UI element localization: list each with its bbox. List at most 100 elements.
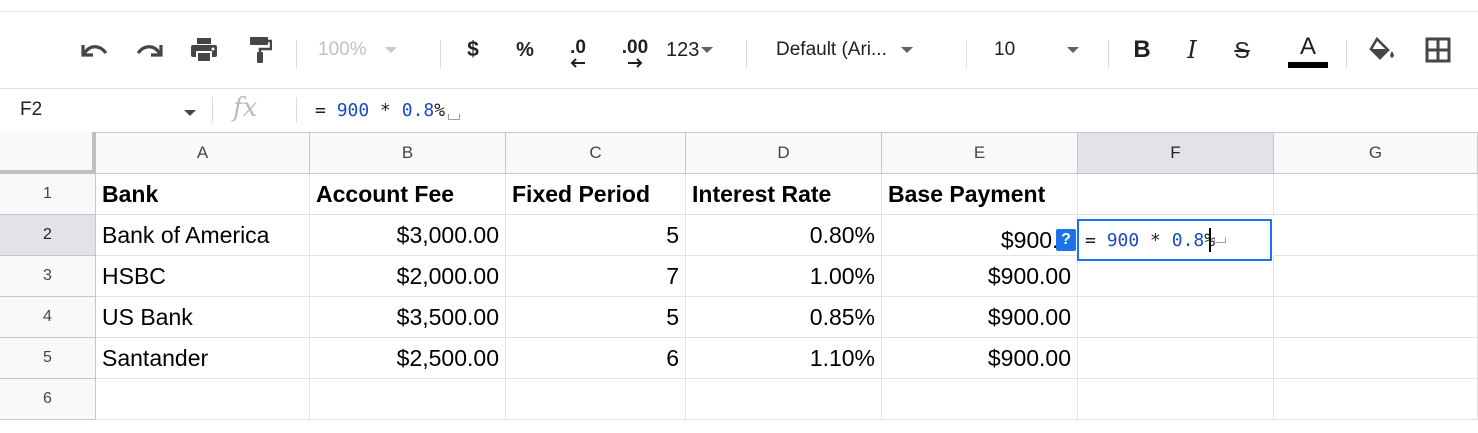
cell-c2[interactable]: 5 [506,215,686,256]
column-header-d[interactable]: D [686,132,882,174]
undo-icon [81,45,108,57]
strikethrough-button[interactable]: S [1226,28,1258,72]
chevron-down-icon [701,47,714,53]
cell-a3[interactable]: HSBC [96,256,310,297]
italic-button[interactable]: I [1176,28,1208,72]
cell-f2-editor[interactable]: = 900 * 0.8% [1077,219,1272,261]
cell-b6[interactable] [310,379,506,420]
cell-c6[interactable] [506,379,686,420]
cell-f3[interactable] [1078,256,1274,297]
cell-c5[interactable]: 6 [506,338,686,379]
cell-d5[interactable]: 1.10% [686,338,882,379]
cell-e4[interactable]: $900.00 [882,297,1078,338]
font-family-select[interactable]: Default (Ari... [776,28,956,72]
formula-input[interactable]: = 900 * 0.8% [315,100,461,121]
row-header-6[interactable]: 6 [0,379,96,420]
text-color-icon: A [1299,33,1316,60]
borders-button[interactable] [1420,28,1456,72]
percent-icon: % [516,38,534,61]
cell-g6[interactable] [1274,379,1478,420]
cell-d2[interactable]: 0.80% [686,215,882,256]
cell-f1[interactable] [1078,174,1274,215]
space-marker-icon [448,114,461,120]
column-header-b[interactable]: B [310,132,506,174]
cell-g1[interactable] [1274,174,1478,215]
cell-a2[interactable]: Bank of America [96,215,310,256]
toolbar-separator [966,40,967,68]
cell-c3[interactable]: 7 [506,256,686,297]
cell-d3[interactable]: 1.00% [686,256,882,297]
cell-g3[interactable] [1274,256,1478,297]
row-header-3[interactable]: 3 [0,256,96,297]
print-button[interactable] [184,28,224,72]
cell-a1[interactable]: Bank [96,174,310,215]
cell-d6[interactable] [686,379,882,420]
cell-e6[interactable] [882,379,1078,420]
formula-token: 900 [336,100,370,121]
cell-g4[interactable] [1274,297,1478,338]
chevron-down-icon[interactable] [184,110,196,116]
row-header-1[interactable]: 1 [0,174,96,215]
percent-format-button[interactable]: % [510,28,540,72]
formula-bar-separator [212,97,213,123]
undo-button[interactable] [74,28,114,72]
cell-e1[interactable]: Base Payment [882,174,1078,215]
paint-format-button[interactable] [240,28,280,72]
decrease-decimal-button[interactable]: .0 [556,28,600,72]
currency-format-button[interactable]: $ [458,28,488,72]
editor-token: 0.8 [1171,229,1205,251]
column-header-a[interactable]: A [96,132,310,174]
borders-icon [1425,37,1451,63]
zoom-select[interactable]: 100% [318,28,428,72]
text-color-button[interactable]: A [1286,28,1330,72]
cell-e3[interactable]: $900.00 [882,256,1078,297]
italic-icon: I [1187,36,1197,64]
cell-a5[interactable]: Santander [96,338,310,379]
cell-f6[interactable] [1078,379,1274,420]
cell-c4[interactable]: 5 [506,297,686,338]
cell-d1[interactable]: Interest Rate [686,174,882,215]
cell-b1[interactable]: Account Fee [310,174,506,215]
top-divider [0,11,1478,12]
redo-button[interactable] [130,28,170,72]
text-cursor [1209,228,1212,252]
decrease-decimal-label: .0 [570,37,586,58]
column-header-f[interactable]: F [1078,132,1274,174]
font-size-select[interactable]: 10 [994,28,1096,72]
row-header-4[interactable]: 4 [0,297,96,338]
font-size-value: 10 [994,39,1016,60]
row-header-5[interactable]: 5 [0,338,96,379]
select-all-corner[interactable] [0,132,96,174]
column-header-g[interactable]: G [1274,132,1478,174]
fx-icon: fx [233,93,258,123]
cell-b4[interactable]: $3,500.00 [310,297,506,338]
column-header-c[interactable]: C [506,132,686,174]
redo-icon [136,45,163,57]
formula-token: % [434,100,446,121]
row-header-2[interactable]: 2 [0,215,96,256]
cell-b5[interactable]: $2,500.00 [310,338,506,379]
formula-bar: F2 fx = 900 * 0.8% [0,88,1478,133]
cell-f5[interactable] [1078,338,1274,379]
column-header-e[interactable]: E [882,132,1078,174]
cell-g2[interactable] [1274,215,1478,256]
chevron-down-icon [384,47,397,53]
formula-help-button[interactable]: ? [1056,229,1076,251]
editor-token: = [1085,229,1096,251]
more-formats-button[interactable]: 123 [666,28,736,72]
cell-b3[interactable]: $2,000.00 [310,256,506,297]
fill-color-icon [1369,37,1394,60]
cell-g5[interactable] [1274,338,1478,379]
formula-token: 0.8 [401,100,435,121]
cell-f4[interactable] [1078,297,1274,338]
name-box[interactable]: F2 [20,99,43,120]
cell-a4[interactable]: US Bank [96,297,310,338]
cell-c1[interactable]: Fixed Period [506,174,686,215]
bold-button[interactable]: B [1126,28,1158,72]
cell-a6[interactable] [96,379,310,420]
cell-e5[interactable]: $900.00 [882,338,1078,379]
cell-d4[interactable]: 0.85% [686,297,882,338]
fill-color-button[interactable] [1364,28,1400,72]
increase-decimal-button[interactable]: .00 [612,28,658,72]
cell-b2[interactable]: $3,000.00 [310,215,506,256]
